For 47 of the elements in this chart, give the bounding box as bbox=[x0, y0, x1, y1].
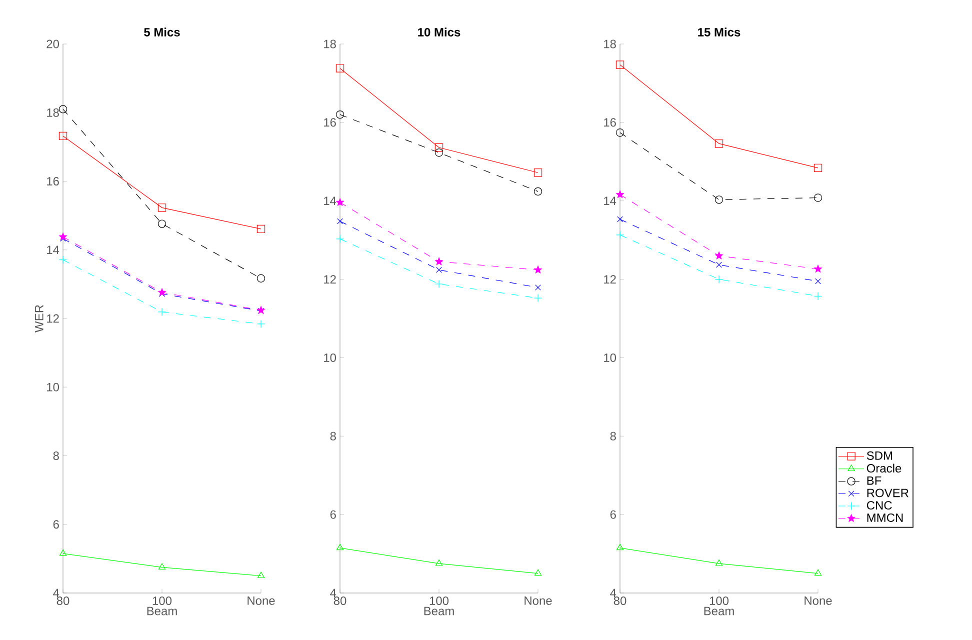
y-tick-label: 14 bbox=[324, 196, 336, 205]
x-axis-title: Beam bbox=[704, 606, 734, 616]
y-tick-label: 8 bbox=[53, 452, 59, 460]
y-tick-label: 20 bbox=[46, 40, 59, 48]
y-tick-label: 12 bbox=[604, 275, 616, 284]
x-tick-label: None bbox=[524, 596, 552, 605]
x-tick-label: None bbox=[804, 596, 832, 605]
y-tick-label: 10 bbox=[47, 382, 59, 392]
chart-title: 5 Mics bbox=[144, 28, 180, 36]
y-tick-label: 6 bbox=[610, 510, 616, 519]
legend-label: SDM bbox=[866, 451, 892, 460]
y-tick-label: 12 bbox=[47, 314, 59, 323]
legend-label: CNC bbox=[866, 501, 892, 510]
y-tick-label: 14 bbox=[604, 196, 616, 205]
y-tick-label: 8 bbox=[610, 432, 616, 440]
x-tick-label: 80 bbox=[56, 596, 70, 606]
y-tick-label: 8 bbox=[330, 432, 336, 440]
y-tick-label: 18 bbox=[604, 40, 616, 48]
y-tick-label: 18 bbox=[47, 108, 59, 117]
y-tick-label: 18 bbox=[324, 40, 336, 48]
y-tick-label: 10 bbox=[324, 353, 336, 362]
x-tick-label: 80 bbox=[334, 596, 346, 606]
y-tick-label: 12 bbox=[324, 275, 336, 284]
legend-label: ROVER bbox=[867, 488, 908, 498]
x-tick-label: None bbox=[248, 596, 275, 605]
x-tick-label: 80 bbox=[614, 596, 626, 606]
y-tick-label: 6 bbox=[53, 520, 59, 529]
y-tick-label: 16 bbox=[47, 177, 59, 186]
legend-label: MMCN bbox=[867, 513, 903, 522]
y-tick-label: 6 bbox=[330, 510, 336, 519]
y-tick-label: 4 bbox=[53, 588, 60, 598]
legend-label: BF bbox=[867, 476, 882, 485]
y-tick-label: 14 bbox=[47, 246, 60, 254]
y-tick-label: 16 bbox=[324, 118, 336, 127]
x-tick-label: 100 bbox=[710, 596, 729, 606]
y-tick-label: 4 bbox=[330, 588, 336, 598]
x-tick-label: 100 bbox=[152, 596, 172, 606]
chart-title: 15 Mics bbox=[698, 28, 740, 36]
x-axis-title: Beam bbox=[424, 606, 454, 616]
y-tick-label: 4 bbox=[610, 588, 616, 598]
y-tick-label: 16 bbox=[604, 118, 616, 127]
y-axis-title: WER bbox=[35, 305, 44, 332]
y-tick-label: 10 bbox=[604, 353, 616, 362]
x-tick-label: 100 bbox=[430, 596, 449, 606]
legend-label: Oracle bbox=[866, 464, 902, 473]
x-axis-title: Beam bbox=[147, 606, 177, 616]
chart-title: 10 Mics bbox=[418, 28, 460, 36]
